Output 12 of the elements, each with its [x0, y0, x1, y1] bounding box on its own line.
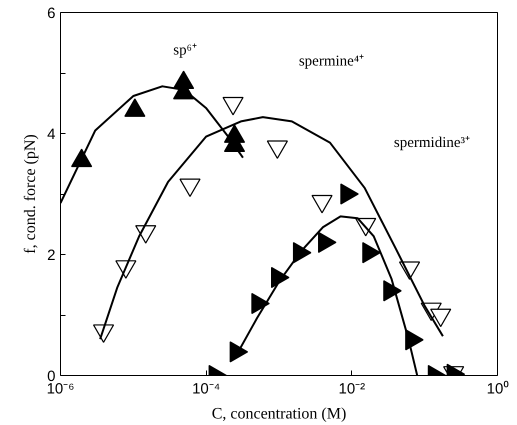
x-axis-title: C, concentration (M)	[212, 406, 346, 422]
x-tick-label: 10⁻⁴	[192, 380, 220, 398]
x-tick-label: 10⁰	[486, 380, 508, 398]
y-tick-label: 6	[47, 5, 56, 22]
x-tick-label: 10⁻²	[338, 380, 366, 398]
annotation: spermine⁴⁺	[298, 54, 364, 70]
annotation: spermidine³⁺	[394, 135, 470, 152]
y-tick-label: 2	[47, 247, 56, 264]
y-tick-label: 4	[47, 126, 56, 143]
y-axis-title: f, cond. force (pN)	[22, 134, 40, 254]
x-tick-label: 10⁻⁶	[46, 380, 74, 398]
annotation: sp⁶⁺	[173, 42, 197, 59]
